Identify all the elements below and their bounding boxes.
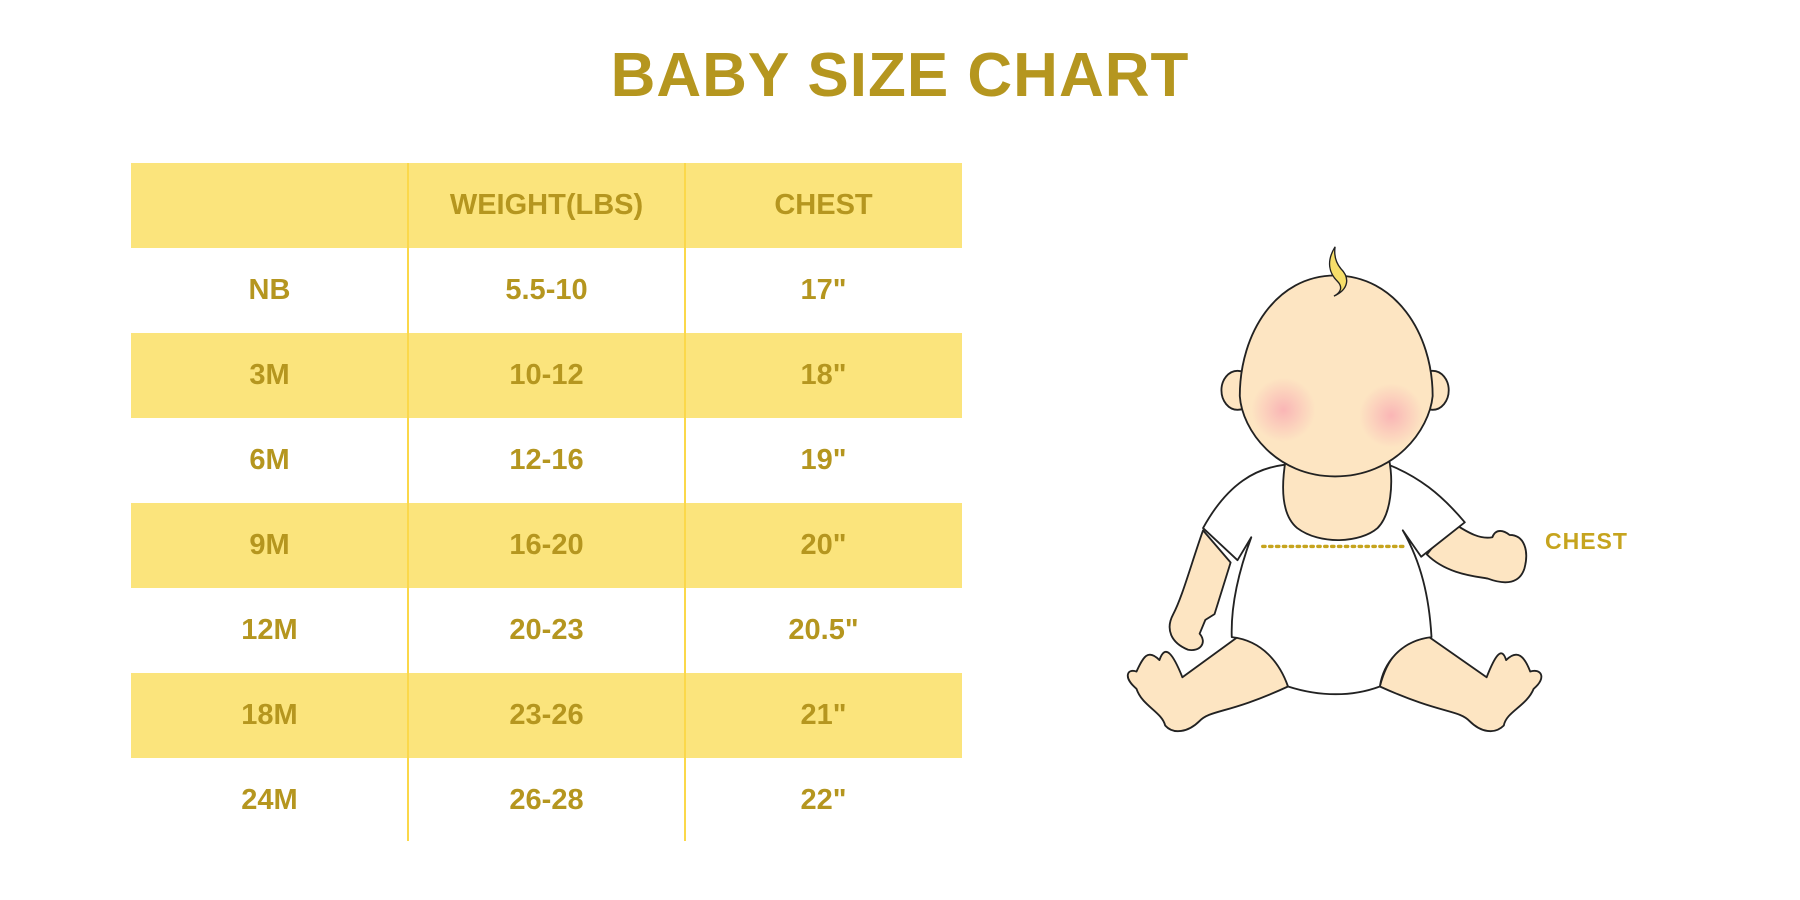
right-cheek bbox=[1359, 383, 1424, 448]
table-row: 9M 16-20 20" bbox=[131, 503, 962, 588]
table-cell: 19" bbox=[800, 444, 847, 476]
hair-curl bbox=[1328, 246, 1348, 297]
right-leg bbox=[1378, 636, 1543, 733]
page-title: BABY SIZE CHART bbox=[610, 41, 1190, 110]
table-row: 18M 23-26 21" bbox=[131, 673, 962, 758]
table-cell: 10-12 bbox=[509, 359, 584, 391]
table-cell: 26-28 bbox=[509, 784, 584, 816]
header-cell: WEIGHT(LBS) bbox=[449, 189, 644, 221]
table-row: NB 5.5-10 17" bbox=[131, 248, 962, 333]
table-cell: 21" bbox=[800, 699, 847, 731]
chest-label: CHEST bbox=[1545, 528, 1628, 554]
table-row: 3M 10-12 18" bbox=[131, 333, 962, 418]
onesie bbox=[1202, 464, 1466, 696]
table-cell: 12M bbox=[241, 614, 298, 646]
table-cell: 20" bbox=[800, 529, 847, 561]
neck bbox=[1282, 458, 1393, 542]
right-arm bbox=[1425, 521, 1528, 584]
table-cell: NB bbox=[248, 274, 291, 306]
table-row: 12M 20-23 20.5" bbox=[131, 588, 962, 673]
table-cell: 16-20 bbox=[509, 529, 584, 561]
table-cell: 20.5" bbox=[788, 614, 859, 646]
table-cell: 6M bbox=[249, 444, 290, 476]
size-table: WEIGHT(LBS) CHEST NB 5.5-10 17" 3M 10-12 18" 6M 1… bbox=[131, 163, 962, 843]
table-row: 24M 26-28 22" bbox=[131, 758, 962, 843]
table-cell: 18M bbox=[241, 699, 298, 731]
table-cell: 12-16 bbox=[509, 444, 584, 476]
table-cell: 5.5-10 bbox=[505, 274, 588, 306]
table-cell: 17" bbox=[800, 274, 847, 306]
table-cell: 3M bbox=[249, 359, 290, 391]
left-leg bbox=[1126, 636, 1289, 733]
column-divider bbox=[407, 163, 409, 841]
header-cell: CHEST bbox=[774, 189, 873, 221]
table-cell: 18" bbox=[800, 359, 847, 391]
table-header: WEIGHT(LBS) CHEST bbox=[131, 163, 962, 248]
table-cell: 20-23 bbox=[509, 614, 584, 646]
table-cell: 23-26 bbox=[509, 699, 584, 731]
table-cell: 22" bbox=[800, 784, 847, 816]
table-cell: 24M bbox=[241, 784, 298, 816]
column-divider bbox=[684, 163, 686, 841]
table-row: 6M 12-16 19" bbox=[131, 418, 962, 503]
head bbox=[1238, 274, 1434, 478]
left-arm bbox=[1168, 529, 1232, 652]
table-cell: 9M bbox=[249, 529, 290, 561]
left-cheek bbox=[1251, 377, 1316, 442]
